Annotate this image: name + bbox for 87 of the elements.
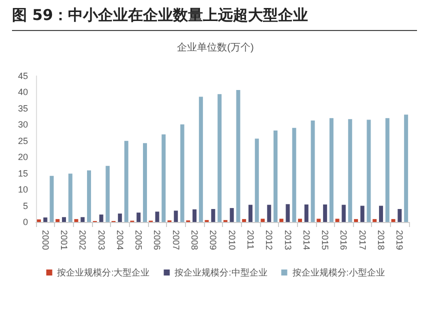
y-tick-label: 30 — [18, 120, 28, 130]
bar — [248, 204, 252, 222]
y-tick-label: 35 — [18, 103, 28, 114]
bar — [192, 209, 197, 222]
y-tick-label: 40 — [18, 87, 28, 98]
bar — [329, 118, 334, 222]
bar — [180, 124, 184, 222]
x-tick-label: 2015 — [320, 230, 330, 250]
bar — [211, 209, 216, 222]
bar — [43, 217, 48, 222]
y-tick-label: 45 — [18, 71, 28, 81]
x-tick-label: 2010 — [226, 230, 237, 250]
bar — [391, 219, 396, 222]
x-tick-label: 2012 — [264, 230, 274, 250]
y-tick-label: 15 — [18, 168, 28, 178]
bar — [68, 174, 72, 222]
bar — [118, 214, 122, 222]
x-tick-label: 2002 — [78, 230, 88, 250]
bar — [335, 218, 340, 222]
bar — [218, 94, 222, 222]
bar — [236, 90, 240, 222]
x-tick-label: 2016 — [338, 230, 349, 250]
bar — [242, 219, 246, 222]
bar — [99, 214, 104, 222]
legend-label: 按企业规模分:中型企业 — [174, 268, 268, 278]
x-tick-label: 2011 — [245, 230, 256, 250]
bar — [304, 204, 308, 222]
x-tick-label: 2006 — [152, 230, 162, 250]
x-tick-label: 2000 — [40, 230, 50, 250]
chart-subtitle: 企业单位数(万个) — [177, 42, 254, 54]
x-tick-label: 2001 — [58, 230, 69, 250]
bar — [404, 114, 408, 222]
bar — [366, 120, 371, 222]
bar — [360, 206, 364, 222]
bar — [87, 170, 92, 222]
bar — [155, 212, 160, 222]
bar — [50, 176, 54, 222]
bar — [106, 166, 110, 222]
x-tick-label: 2005 — [134, 230, 144, 250]
y-tick-label: 0 — [22, 217, 28, 227]
x-tick-label: 2013 — [282, 230, 293, 250]
bar — [286, 204, 290, 222]
bar — [379, 206, 384, 222]
y-tick-label: 25 — [18, 136, 28, 146]
bar — [398, 209, 402, 222]
bar — [279, 218, 284, 222]
x-tick-label: 2008 — [190, 230, 200, 250]
bar — [62, 217, 66, 222]
bar — [136, 212, 141, 222]
bar — [142, 143, 147, 222]
legend-label: 按企业规模分:大型企业 — [57, 268, 150, 278]
bar — [274, 130, 278, 222]
x-tick-label: 2007 — [170, 230, 181, 250]
y-tick-label: 10 — [18, 184, 28, 195]
bar — [298, 218, 302, 222]
x-tick-label: 2009 — [208, 230, 218, 250]
bar — [254, 138, 259, 222]
bar — [230, 208, 234, 222]
bar — [162, 134, 166, 222]
bar — [124, 140, 128, 222]
bar — [198, 96, 203, 222]
x-tick-label: 2014 — [301, 230, 312, 250]
bar — [354, 219, 358, 222]
bar — [372, 219, 377, 222]
bar — [56, 219, 60, 222]
bar — [292, 128, 296, 222]
y-tick-label: 5 — [22, 200, 28, 211]
bar — [385, 118, 390, 222]
bar — [323, 204, 328, 222]
x-tick-label: 2004 — [114, 230, 125, 250]
chart-title: 图 59：中小企业在企业数量上远超大型企业 — [12, 6, 417, 31]
y-tick-label: 20 — [18, 152, 28, 162]
bar — [260, 218, 265, 222]
bar — [36, 219, 41, 222]
x-tick-label: 2018 — [376, 230, 386, 250]
x-tick-label: 2017 — [357, 230, 368, 250]
bar — [348, 119, 352, 222]
bar — [310, 120, 315, 222]
bar — [342, 204, 346, 222]
bar — [267, 204, 272, 222]
legend-label: 按企业规模分:小型企业 — [292, 268, 385, 278]
bar — [80, 217, 85, 222]
x-tick-label: 2019 — [394, 230, 405, 250]
x-tick-label: 2003 — [96, 230, 106, 250]
bar — [74, 219, 78, 222]
bar — [174, 210, 178, 222]
bar — [316, 218, 321, 222]
